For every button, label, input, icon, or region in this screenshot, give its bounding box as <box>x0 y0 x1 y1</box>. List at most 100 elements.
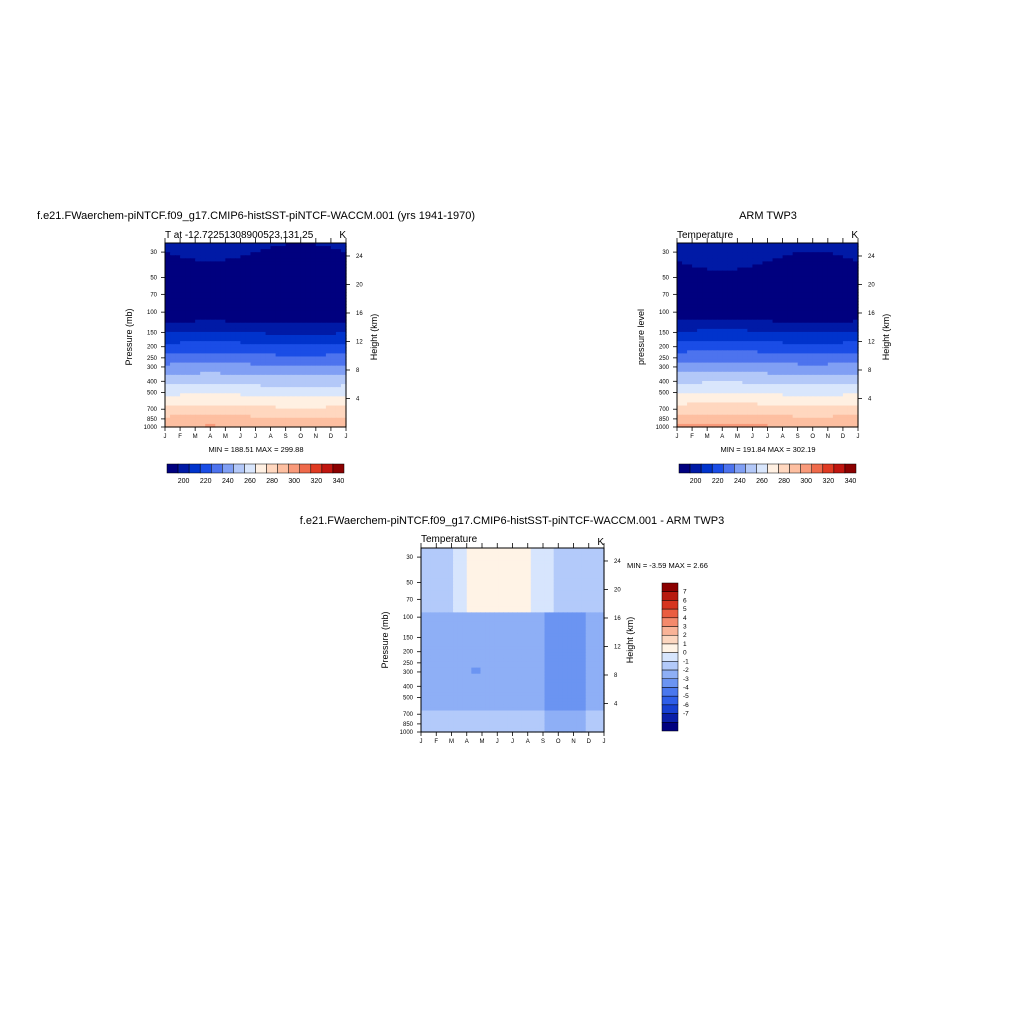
y-tick-label: 70 <box>150 292 157 298</box>
panel-model-minmax: MIN = 188.51 MAX = 299.88 <box>208 445 303 454</box>
colorbar-label: 220 <box>712 478 724 485</box>
colorbar-label: 280 <box>266 478 278 485</box>
y-tick-label: 100 <box>147 310 158 316</box>
panel-model: f.e21.FWaerchem-piNTCF.f09_g17.CMIP6-his… <box>37 210 475 485</box>
y-tick-label: 70 <box>662 292 669 298</box>
panel-obs-subtitle-left: Temperature <box>677 230 734 241</box>
x-tick-label: N <box>826 434 830 440</box>
y-tick-label: 100 <box>659 310 670 316</box>
panel-model-subtitle-left: T at -12.72251308900523,131.25 <box>165 230 314 241</box>
y-tick-label: 500 <box>659 390 670 396</box>
colorbar-box <box>167 464 178 473</box>
panel-obs-subtitle-right: K <box>851 230 858 241</box>
x-tick-label: A <box>269 434 273 440</box>
height-tick-label: 8 <box>868 368 872 374</box>
colorbar-box <box>178 464 189 473</box>
x-tick-label: D <box>329 434 334 440</box>
x-tick-label: J <box>766 434 769 440</box>
y-tick-label: 400 <box>147 379 158 385</box>
height-tick-label: 24 <box>868 254 875 260</box>
colorbar-box <box>289 464 300 473</box>
y-tick-label: 50 <box>662 276 669 282</box>
panel-obs-title: ARM TWP3 <box>739 210 797 222</box>
y-tick-label: 250 <box>659 356 670 362</box>
x-tick-label: O <box>810 434 815 440</box>
y-tick-label: 300 <box>659 365 670 371</box>
x-tick-label: S <box>284 434 288 440</box>
colorbar-box <box>222 464 233 473</box>
panel-model-subtitle-right: K <box>339 230 346 241</box>
x-tick-label: J <box>164 434 167 440</box>
x-tick-label: A <box>781 434 785 440</box>
y-tick-label: 30 <box>662 250 669 256</box>
panel-model-title: f.e21.FWaerchem-piNTCF.f09_g17.CMIP6-his… <box>37 210 475 222</box>
height-tick-label: 12 <box>356 339 363 345</box>
colorbar-box <box>745 464 756 473</box>
x-tick-label: J <box>239 434 242 440</box>
colorbar-box <box>311 464 322 473</box>
y-tick-label: 150 <box>147 330 158 336</box>
y-tick-label: 700 <box>659 407 670 413</box>
colorbar-box <box>690 464 701 473</box>
colorbar-label: 320 <box>822 478 834 485</box>
y-tick-label: 850 <box>659 417 670 423</box>
panel-diff-subtitle-left: Temperature <box>421 534 478 545</box>
panel-diff: f.e21.FWaerchem-piNTCF.f09_g17.CMIP6-his… <box>300 515 724 745</box>
panel-model-ylabel: Pressure (mb) <box>124 308 134 365</box>
y-tick-label: 850 <box>147 417 158 423</box>
y-tick-label: 400 <box>659 379 670 385</box>
y-tick-label: 1000 <box>656 425 670 431</box>
colorbar-label: 300 <box>800 478 812 485</box>
x-tick-label: J <box>676 434 679 440</box>
colorbar-box <box>734 464 745 473</box>
colorbar-label: 280 <box>778 478 790 485</box>
panel-model-field <box>165 243 347 428</box>
colorbar-label: 240 <box>734 478 746 485</box>
colorbar-label: 340 <box>333 478 345 485</box>
panel-obs-ylabel: pressure level <box>636 309 646 365</box>
colorbar-box <box>723 464 734 473</box>
height-tick-label: 4 <box>356 396 360 402</box>
colorbar-box <box>322 464 333 473</box>
colorbar-box <box>333 464 344 473</box>
x-tick-label: N <box>314 434 318 440</box>
colorbar-label: 320 <box>310 478 322 485</box>
y-tick-label: 200 <box>659 345 670 351</box>
height-tick-label: 4 <box>868 396 872 402</box>
height-tick-label: 16 <box>868 311 875 317</box>
colorbar-box <box>779 464 790 473</box>
height-tick-label: 12 <box>868 339 875 345</box>
height-tick-label: 20 <box>356 282 363 288</box>
x-tick-label: M <box>193 434 198 440</box>
x-tick-label: F <box>178 434 182 440</box>
y-tick-label: 1000 <box>144 425 158 431</box>
colorbar-label: 240 <box>222 478 234 485</box>
x-tick-label: D <box>841 434 846 440</box>
y-tick-label: 200 <box>147 345 158 351</box>
x-tick-label: M <box>705 434 710 440</box>
colorbar-box <box>834 464 845 473</box>
panel-model-ylabel-right: Height (km) <box>369 314 379 361</box>
colorbar-box <box>211 464 222 473</box>
colorbar-label: 260 <box>244 478 256 485</box>
colorbar-box <box>823 464 834 473</box>
colorbar-label: 340 <box>845 478 857 485</box>
panel-diff-field <box>421 548 605 733</box>
colorbar-box <box>300 464 311 473</box>
y-tick-label: 700 <box>147 407 158 413</box>
colorbar-box <box>679 464 690 473</box>
height-tick-label: 8 <box>356 368 360 374</box>
y-tick-label: 250 <box>147 356 158 362</box>
x-tick-label: M <box>735 434 740 440</box>
height-tick-label: 16 <box>356 311 363 317</box>
x-tick-label: A <box>720 434 724 440</box>
colorbar-box <box>845 464 856 473</box>
colorbar-box <box>812 464 823 473</box>
y-tick-label: 30 <box>150 250 157 256</box>
panel-diff-title: f.e21.FWaerchem-piNTCF.f09_g17.CMIP6-his… <box>300 515 724 527</box>
y-tick-label: 300 <box>147 365 158 371</box>
